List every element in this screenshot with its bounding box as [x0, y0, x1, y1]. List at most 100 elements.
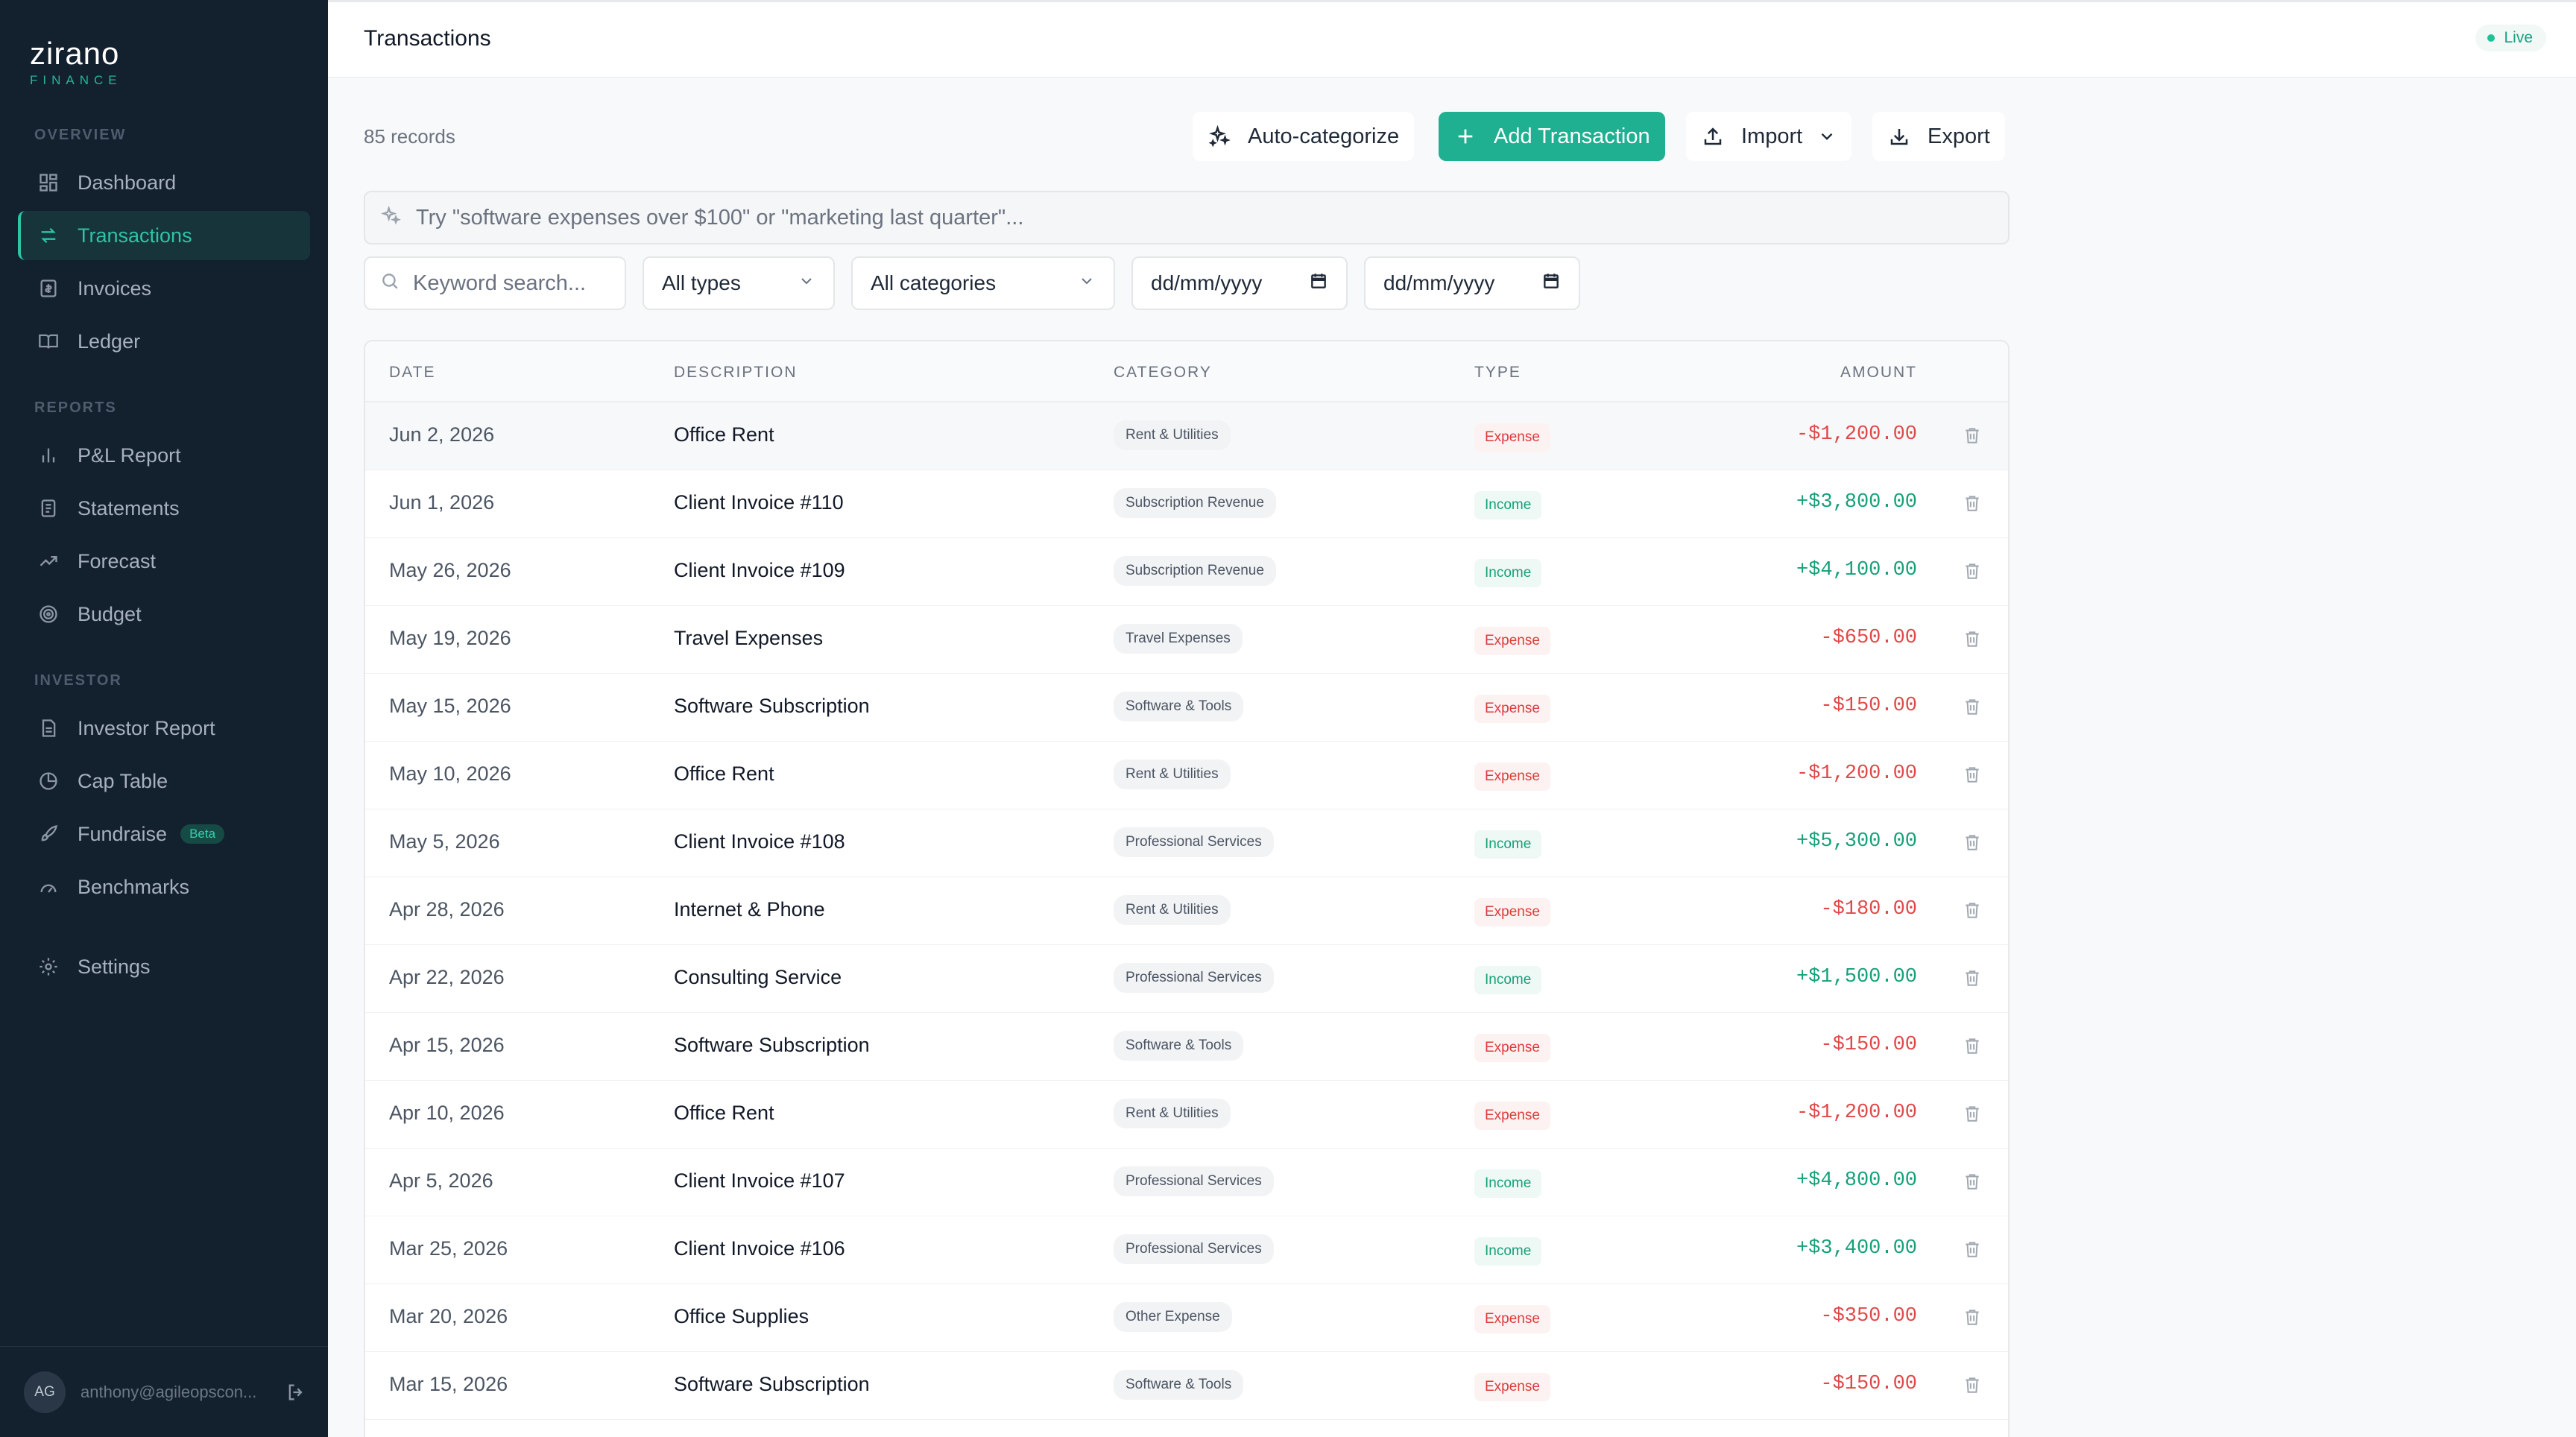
table-row[interactable]: Apr 10, 2026 Office Rent Rent & Utilities E…	[365, 1081, 2008, 1149]
trash-icon[interactable]	[1960, 1100, 1984, 1127]
trash-icon[interactable]	[1960, 761, 1984, 788]
sidebar-item-benchmarks[interactable]: Benchmarks	[18, 862, 310, 912]
sidebar-item-label: P&L Report	[78, 443, 181, 467]
trash-icon[interactable]	[1960, 1236, 1984, 1263]
sidebar-item-label: Settings	[78, 955, 151, 978]
export-label: Export	[1928, 124, 1990, 148]
calendar-icon[interactable]	[1541, 271, 1561, 296]
row-amount: +$3,800.00	[1796, 491, 1917, 514]
sidebar-item-investor-report[interactable]: Investor Report	[18, 704, 310, 753]
sidebar-item-transactions[interactable]: Transactions	[18, 211, 310, 260]
category-tag: Professional Services	[1114, 827, 1274, 857]
type-badge: Income	[1474, 1237, 1542, 1266]
column-header-date[interactable]: DATE	[389, 364, 436, 381]
sidebar-item-label: Transactions	[78, 224, 192, 247]
type-badge: Expense	[1474, 1034, 1550, 1062]
row-description: Office Rent	[674, 423, 774, 446]
trash-icon[interactable]	[1960, 897, 1984, 923]
gauge-icon	[37, 876, 60, 898]
import-button[interactable]: Import	[1686, 112, 1852, 161]
status-badge: Live	[2475, 25, 2546, 51]
trash-icon[interactable]	[1960, 625, 1984, 652]
sidebar-item-fundraise[interactable]: Fundraise Beta	[18, 809, 310, 859]
column-header-type[interactable]: TYPE	[1474, 364, 1521, 381]
sidebar-item-label: Cap Table	[78, 769, 168, 792]
table-row[interactable]: Jun 2, 2026 Office Rent Rent & Utilities Ex…	[365, 402, 2008, 470]
add-transaction-button[interactable]: Add Transaction	[1439, 112, 1665, 161]
column-header-description[interactable]: DESCRIPTION	[674, 364, 798, 381]
avatar[interactable]: AG	[24, 1371, 66, 1413]
smart-search-input[interactable]	[416, 205, 1981, 230]
sidebar-item-cap-table[interactable]: Cap Table	[18, 757, 310, 806]
logout-icon[interactable]	[283, 1380, 309, 1405]
category-tag: Software & Tools	[1114, 692, 1244, 721]
type-badge: Income	[1474, 559, 1542, 587]
sidebar-item-pl-report[interactable]: P&L Report	[18, 431, 310, 480]
search-icon	[380, 271, 400, 296]
sidebar: zirano FINANCE OVERVIEW Dashboard Transa…	[0, 0, 328, 1437]
trash-icon[interactable]	[1960, 490, 1984, 517]
table-row[interactable]: May 5, 2026 Client Invoice #108 Profession…	[365, 809, 2008, 877]
column-header-category[interactable]: CATEGORY	[1114, 364, 1212, 381]
table-row[interactable]: Apr 5, 2026 Client Invoice #107 Profession…	[365, 1149, 2008, 1216]
trash-icon[interactable]	[1960, 1371, 1984, 1398]
category-tag: Subscription Revenue	[1114, 488, 1276, 518]
chevron-down-icon	[1078, 271, 1096, 295]
export-button[interactable]: Export	[1872, 112, 2005, 161]
sidebar-item-budget[interactable]: Budget	[18, 590, 310, 639]
table-row[interactable]: May 19, 2026 Travel Expenses Travel Expens…	[365, 606, 2008, 674]
calendar-icon[interactable]	[1309, 271, 1328, 296]
auto-categorize-button[interactable]: Auto-categorize	[1193, 112, 1415, 161]
sparkles-icon	[1208, 124, 1231, 148]
column-header-amount[interactable]: AMOUNT	[1840, 364, 1917, 381]
table-row[interactable]: Mar 25, 2026 Client Invoice #106 Professio…	[365, 1216, 2008, 1284]
row-description: Software Subscription	[674, 1373, 870, 1395]
trash-icon[interactable]	[1960, 1168, 1984, 1195]
row-date: Mar 25, 2026	[389, 1237, 508, 1260]
type-filter-select[interactable]: All types	[643, 256, 835, 310]
row-amount: +$1,500.00	[1796, 966, 1917, 988]
trash-icon[interactable]	[1960, 422, 1984, 449]
trash-icon[interactable]	[1960, 1304, 1984, 1330]
sidebar-item-settings[interactable]: Settings	[18, 942, 310, 991]
sidebar-item-statements[interactable]: Statements	[18, 484, 310, 533]
trash-icon[interactable]	[1960, 964, 1984, 991]
table-row[interactable]: Apr 22, 2026 Consulting Service Profession…	[365, 945, 2008, 1013]
category-tag: Rent & Utilities	[1114, 759, 1231, 789]
trash-icon[interactable]	[1960, 693, 1984, 720]
sidebar-item-label: Statements	[78, 496, 180, 519]
report-icon	[37, 717, 60, 739]
trash-icon[interactable]	[1960, 829, 1984, 856]
row-description: Software Subscription	[674, 695, 870, 717]
brand-logo[interactable]: zirano FINANCE	[30, 36, 122, 88]
sidebar-item-label: Fundraise	[78, 822, 168, 845]
brand-subtitle: FINANCE	[30, 73, 122, 87]
table-row[interactable]: Mar 15, 2026 Software Subscription Softwar…	[365, 1352, 2008, 1420]
table-row[interactable]: May 10, 2026 Office Rent Rent & Utilities E…	[365, 742, 2008, 809]
sidebar-item-invoices[interactable]: Invoices	[18, 264, 310, 313]
download-icon	[1887, 124, 1911, 148]
category-filter-select[interactable]: All categories	[851, 256, 1115, 310]
trash-icon[interactable]	[1960, 1032, 1984, 1059]
category-filter-value: All categories	[871, 271, 997, 294]
sidebar-item-label: Dashboard	[78, 171, 177, 194]
table-row[interactable]: Jun 1, 2026 Client Invoice #110 Subscripti…	[365, 470, 2008, 538]
type-badge: Expense	[1474, 1102, 1550, 1130]
sidebar-item-dashboard[interactable]: Dashboard	[18, 158, 310, 207]
date-from-field[interactable]: dd/mm/yyyy	[1131, 256, 1348, 310]
table-row[interactable]: Apr 15, 2026 Software Subscription Softwar…	[365, 1013, 2008, 1081]
row-description: Client Invoice #107	[674, 1169, 845, 1192]
type-badge: Expense	[1474, 423, 1550, 452]
date-to-field[interactable]: dd/mm/yyyy	[1364, 256, 1580, 310]
sidebar-item-forecast[interactable]: Forecast	[18, 537, 310, 586]
table-row[interactable]: Apr 28, 2026 Internet & Phone Rent & Utili…	[365, 877, 2008, 945]
table-row[interactable]: Mar 20, 2026 Office Supplies Other Expense…	[365, 1284, 2008, 1352]
row-date: Apr 28, 2026	[389, 898, 505, 920]
table-row[interactable]: May 15, 2026 Software Subscription Softwar…	[365, 674, 2008, 742]
trash-icon[interactable]	[1960, 558, 1984, 584]
type-filter-value: All types	[662, 271, 741, 294]
target-icon	[37, 603, 60, 625]
sidebar-item-ledger[interactable]: Ledger	[18, 317, 310, 366]
table-row[interactable]: May 26, 2026 Client Invoice #109 Subscript…	[365, 538, 2008, 606]
keyword-search-input[interactable]	[413, 271, 599, 296]
